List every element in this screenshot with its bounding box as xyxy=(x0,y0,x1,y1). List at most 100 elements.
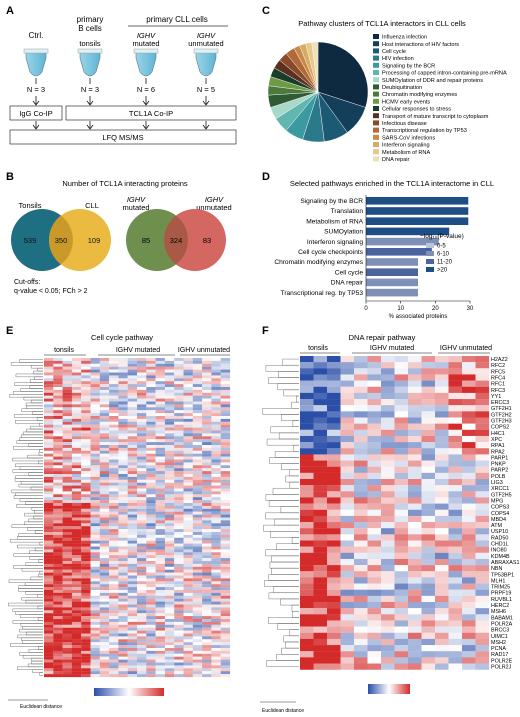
heatmap-cell xyxy=(44,395,54,399)
heatmap-cell xyxy=(174,653,184,657)
heatmap-cell xyxy=(448,435,463,443)
dendrogram-branch xyxy=(263,524,299,532)
heatmap-cell xyxy=(475,528,490,535)
heatmap-cell xyxy=(435,626,449,633)
heatmap-cell xyxy=(435,448,449,455)
heatmap-cell xyxy=(202,523,212,527)
heatmap-cell xyxy=(118,500,128,504)
heatmap-cell xyxy=(192,543,203,547)
heatmap-cell xyxy=(462,608,476,615)
heatmap-cell xyxy=(99,421,110,425)
heatmap-cell xyxy=(62,526,72,530)
heatmap-cell xyxy=(62,387,72,390)
heatmap-cell xyxy=(183,624,193,628)
heatmap-cell xyxy=(71,671,82,675)
heatmap-cell xyxy=(174,621,184,625)
heatmap-cell xyxy=(300,522,314,529)
heatmap-cell xyxy=(313,405,328,412)
heatmap-cell xyxy=(394,571,409,578)
heatmap-cell xyxy=(62,416,72,419)
heatmap-cell xyxy=(155,604,165,608)
heatmap-cell xyxy=(146,592,156,596)
dendrogram-branch xyxy=(15,611,43,615)
heatmap-cell xyxy=(408,546,422,553)
heatmap-cell xyxy=(99,575,110,579)
heatmap-cell xyxy=(118,453,128,457)
dendrogram-branch xyxy=(14,478,43,482)
heatmap-cell xyxy=(118,476,128,480)
heatmap-cell xyxy=(118,610,128,614)
heatmap-cell xyxy=(340,509,355,516)
heatmap-cell xyxy=(183,387,193,390)
heatmap-cell xyxy=(44,671,54,675)
heatmap-cell xyxy=(155,503,165,506)
heatmap-cell xyxy=(475,651,490,658)
heatmap-cell xyxy=(300,602,314,609)
heatmap-cell xyxy=(367,608,382,615)
heatmap-cell xyxy=(192,413,203,417)
heatmap-cell xyxy=(211,636,221,640)
heatmap-cell xyxy=(81,624,91,628)
heatmap-cell xyxy=(220,601,231,605)
heatmap-cell xyxy=(137,398,147,402)
heatmap-cell xyxy=(462,374,476,381)
heatmap-cell xyxy=(313,479,328,486)
heatmap-cell xyxy=(109,575,119,579)
heatmap-cell xyxy=(109,442,119,446)
heatmap-cell xyxy=(127,569,138,573)
heatmap-cell xyxy=(183,642,193,646)
tube-icon xyxy=(23,48,49,77)
heatmap-cell xyxy=(462,392,476,400)
heatmap-cell xyxy=(421,479,436,486)
heatmap-cell xyxy=(62,532,72,535)
dendrogram-branch xyxy=(291,537,299,544)
heatmap-cell xyxy=(381,589,395,596)
heatmap-cell xyxy=(137,456,147,460)
heatmap-cell xyxy=(137,474,147,477)
heatmap-cell xyxy=(53,413,63,417)
heatmap-cell xyxy=(53,581,63,585)
heatmap-cell xyxy=(220,404,231,408)
heatmap-cell xyxy=(174,581,184,585)
heatmap-cell xyxy=(394,632,409,639)
heatmap-cell xyxy=(448,515,463,523)
heatmap-cell xyxy=(183,503,193,506)
dendrogram-branch xyxy=(34,547,43,552)
heatmap-cell xyxy=(174,462,184,466)
heatmap-cell xyxy=(174,558,184,562)
heatmap-cell xyxy=(118,503,128,506)
heatmap-cell xyxy=(146,410,156,414)
heatmap-cell xyxy=(137,363,147,367)
heatmap-cell xyxy=(327,380,341,387)
heatmap-cell xyxy=(475,435,490,443)
dendrogram-branch xyxy=(292,611,299,618)
heatmap-cell xyxy=(211,665,221,669)
heatmap-cell xyxy=(137,595,147,599)
dendrogram-branch xyxy=(283,635,299,643)
heatmap-cell xyxy=(475,442,490,449)
heatmap-cell xyxy=(381,657,395,664)
heatmap-cell xyxy=(381,423,395,430)
heatmap-cell xyxy=(53,656,63,660)
heatmap-cell xyxy=(462,515,476,523)
heatmap-cell xyxy=(354,466,368,473)
heatmap-cell xyxy=(183,456,193,460)
heatmap-cell xyxy=(220,447,231,451)
heatmap-cell xyxy=(90,459,100,463)
heatmap-cell xyxy=(202,659,212,663)
heatmap-cell xyxy=(62,650,72,654)
heatmap-cell xyxy=(137,627,147,631)
dendrogram-branch xyxy=(14,382,43,386)
heatmap-cell xyxy=(211,378,221,382)
heatmap-cell xyxy=(381,429,395,437)
heatmap-cell xyxy=(211,517,221,521)
heatmap-cell xyxy=(448,602,463,609)
heatmap-cell xyxy=(300,380,314,387)
heatmap-cell xyxy=(211,384,221,388)
heatmap-cell xyxy=(71,665,82,669)
heatmap-cell xyxy=(381,663,395,670)
heatmap-cell xyxy=(44,389,54,393)
heatmap-cell xyxy=(155,398,165,402)
heatmap-cell xyxy=(62,476,72,480)
heatmap-cell xyxy=(340,392,355,400)
